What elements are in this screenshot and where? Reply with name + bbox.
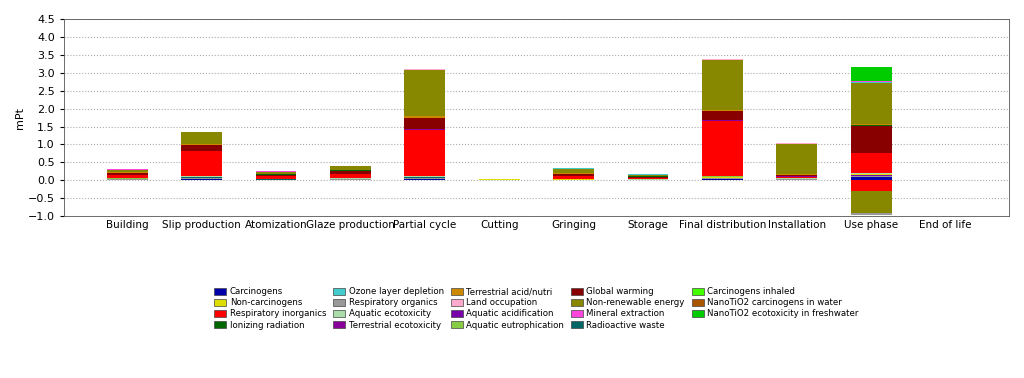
Bar (106, 175, 147, 178)
Bar (851, 125, 892, 126)
Legend: Carcinogens, Non-carcinogens, Respiratory inorganics, Ionizing radiation, Ozone : Carcinogens, Non-carcinogens, Respirator… (211, 284, 862, 333)
Bar (776, 144, 817, 174)
Bar (851, 180, 892, 191)
Bar (701, 178, 742, 179)
Bar (404, 130, 445, 176)
Bar (851, 178, 892, 180)
Bar (851, 82, 892, 83)
Bar (553, 174, 594, 175)
Bar (701, 179, 742, 180)
Bar (701, 121, 742, 176)
Bar (701, 112, 742, 121)
Bar (776, 177, 817, 178)
Bar (851, 173, 892, 174)
Bar (181, 132, 222, 144)
Bar (181, 151, 222, 176)
Bar (256, 176, 297, 179)
Y-axis label: mPt: mPt (15, 107, 25, 129)
Bar (851, 212, 892, 215)
Bar (776, 175, 817, 177)
Bar (851, 176, 892, 178)
Bar (851, 67, 892, 81)
Bar (404, 179, 445, 180)
Bar (628, 177, 669, 178)
Bar (701, 111, 742, 112)
Bar (479, 178, 519, 180)
Bar (106, 170, 147, 172)
Bar (404, 116, 445, 118)
Bar (330, 174, 371, 178)
Bar (553, 176, 594, 179)
Bar (181, 144, 222, 145)
Bar (553, 169, 594, 173)
Bar (628, 178, 669, 179)
Bar (256, 175, 297, 176)
Bar (181, 179, 222, 180)
Bar (851, 124, 892, 125)
Bar (851, 175, 892, 176)
Bar (851, 81, 892, 82)
Bar (404, 118, 445, 129)
Bar (106, 173, 147, 175)
Bar (701, 110, 742, 111)
Bar (181, 146, 222, 151)
Bar (330, 171, 371, 174)
Bar (851, 83, 892, 124)
Bar (404, 70, 445, 116)
Bar (851, 191, 892, 212)
Bar (628, 175, 669, 176)
Bar (181, 178, 222, 179)
Bar (851, 126, 892, 153)
Bar (330, 166, 371, 170)
Bar (851, 153, 892, 173)
Bar (701, 60, 742, 110)
Bar (256, 172, 297, 174)
Bar (404, 178, 445, 179)
Bar (181, 145, 222, 146)
